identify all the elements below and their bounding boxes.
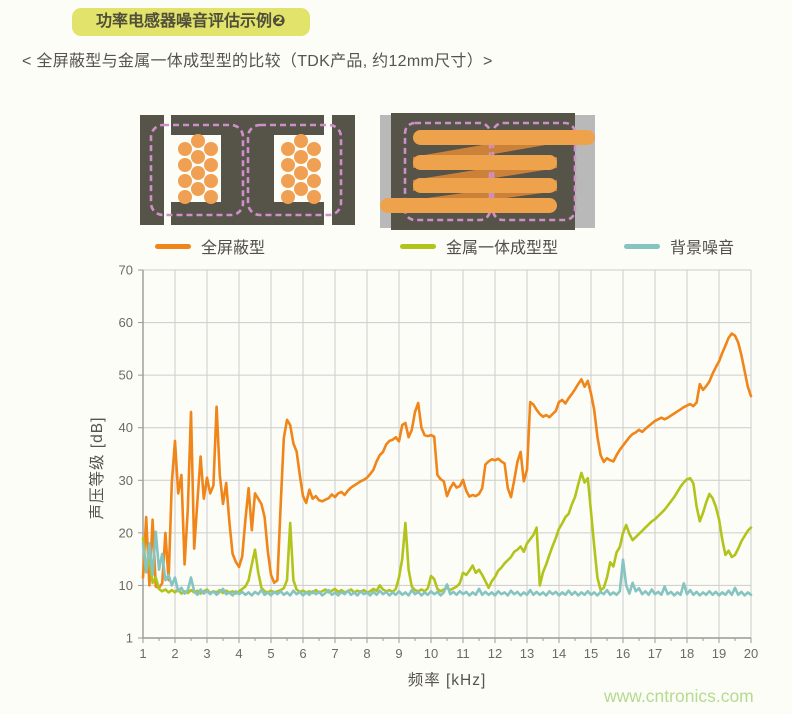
svg-text:10: 10: [424, 646, 438, 661]
svg-text:1: 1: [126, 631, 133, 646]
legend-swatch-background-noise: [624, 243, 660, 249]
series-全屏蔽型: [141, 332, 753, 590]
svg-text:2: 2: [171, 646, 178, 661]
legend-label-background-noise: 背景噪音: [670, 240, 735, 257]
legend-swatch-shielded: [155, 243, 191, 249]
y-tick-labels: 70 60 50 40 30 20 10 1: [119, 263, 133, 646]
svg-text:3: 3: [203, 646, 210, 661]
svg-text:11: 11: [456, 646, 470, 661]
svg-text:1: 1: [139, 646, 146, 661]
svg-text:70: 70: [119, 263, 133, 278]
svg-text:14: 14: [552, 646, 566, 661]
legend-label-shielded: 全屏蔽型: [201, 240, 266, 257]
svg-text:18: 18: [680, 646, 694, 661]
svg-text:8: 8: [363, 646, 370, 661]
series-背景噪音: [141, 530, 753, 597]
svg-text:20: 20: [119, 525, 133, 540]
flat-coil-bars: [380, 130, 595, 213]
svg-text:7: 7: [331, 646, 338, 661]
svg-text:20: 20: [744, 646, 758, 661]
svg-text:9: 9: [395, 646, 402, 661]
axes: [138, 269, 752, 643]
legend-swatch-molded: [400, 243, 436, 249]
svg-text:5: 5: [267, 646, 274, 661]
svg-text:50: 50: [119, 368, 133, 383]
svg-text:6: 6: [299, 646, 306, 661]
page-subtitle: < 全屏蔽型与金属一体成型型的比较（TDK产品, 约12mm尺寸）>: [22, 53, 493, 70]
title-badge: 功率电感器噪音评估示例❷: [72, 8, 310, 36]
svg-text:30: 30: [119, 473, 133, 488]
coil-winding-dots: [178, 134, 321, 204]
molded-inductor-diagram: [380, 113, 595, 230]
molded-dashed-outline: [403, 121, 577, 222]
svg-text:15: 15: [584, 646, 598, 661]
watermark-link: www.cntronics.com: [604, 686, 754, 706]
svg-text:16: 16: [616, 646, 630, 661]
svg-text:13: 13: [520, 646, 534, 661]
y-axis-title: 声压等级 [dB]: [89, 416, 106, 520]
gridlines: [143, 269, 752, 638]
svg-text:12: 12: [488, 646, 502, 661]
x-tick-labels: 1 2 3 4 5 6 7 8 9 10 11 12 13 14 15 16 17 18 19 20: [139, 646, 758, 661]
x-axis-title: 频率 [kHz]: [407, 672, 487, 689]
legend-label-molded: 金属一体成型型: [446, 240, 559, 257]
legend-item-shielded: 全屏蔽型: [155, 237, 266, 257]
svg-text:40: 40: [119, 420, 133, 435]
shielded-inductor-diagram: [140, 115, 355, 225]
svg-text:60: 60: [119, 315, 133, 330]
svg-text:19: 19: [712, 646, 726, 661]
legend-item-molded: 金属一体成型型: [400, 237, 559, 257]
svg-text:17: 17: [648, 646, 662, 661]
shield-dashed-outline: [149, 123, 343, 217]
legend-item-background-noise: 背景噪音: [624, 237, 735, 257]
svg-text:4: 4: [235, 646, 242, 661]
svg-text:10: 10: [119, 578, 133, 593]
